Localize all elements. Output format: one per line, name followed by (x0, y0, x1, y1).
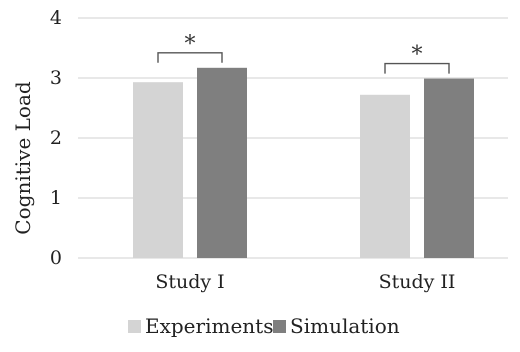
bar-experiments-0 (133, 82, 183, 258)
x-axis-categories: Study I Study II (155, 271, 455, 293)
significance-star: * (412, 43, 423, 68)
significance-bracket (157, 52, 223, 63)
significance-annotations: * * (157, 32, 450, 74)
y-axis-label: Cognitive Load (11, 81, 35, 235)
x-category-label: Study II (379, 271, 456, 293)
legend-swatch-simulation (273, 320, 286, 333)
legend: Experiments Simulation (128, 314, 400, 338)
x-category-label: Study I (155, 271, 224, 293)
bar-simulation-1 (424, 78, 474, 258)
legend-label-simulation: Simulation (290, 314, 400, 338)
bar-experiments-1 (360, 94, 410, 258)
bars (133, 67, 474, 258)
y-tick-label: 2 (50, 127, 62, 149)
legend-swatch-experiments (128, 320, 141, 333)
y-tick-label: 3 (50, 67, 62, 89)
legend-label-experiments: Experiments (145, 314, 273, 338)
significance-bracket (384, 62, 450, 74)
y-tick-label: 1 (50, 187, 62, 209)
bar-simulation-0 (197, 67, 247, 258)
y-tick-label: 0 (50, 247, 62, 269)
significance-star: * (185, 32, 196, 57)
y-tick-label: 4 (50, 7, 62, 29)
y-axis-ticks: 0 1 2 3 4 (50, 7, 62, 269)
